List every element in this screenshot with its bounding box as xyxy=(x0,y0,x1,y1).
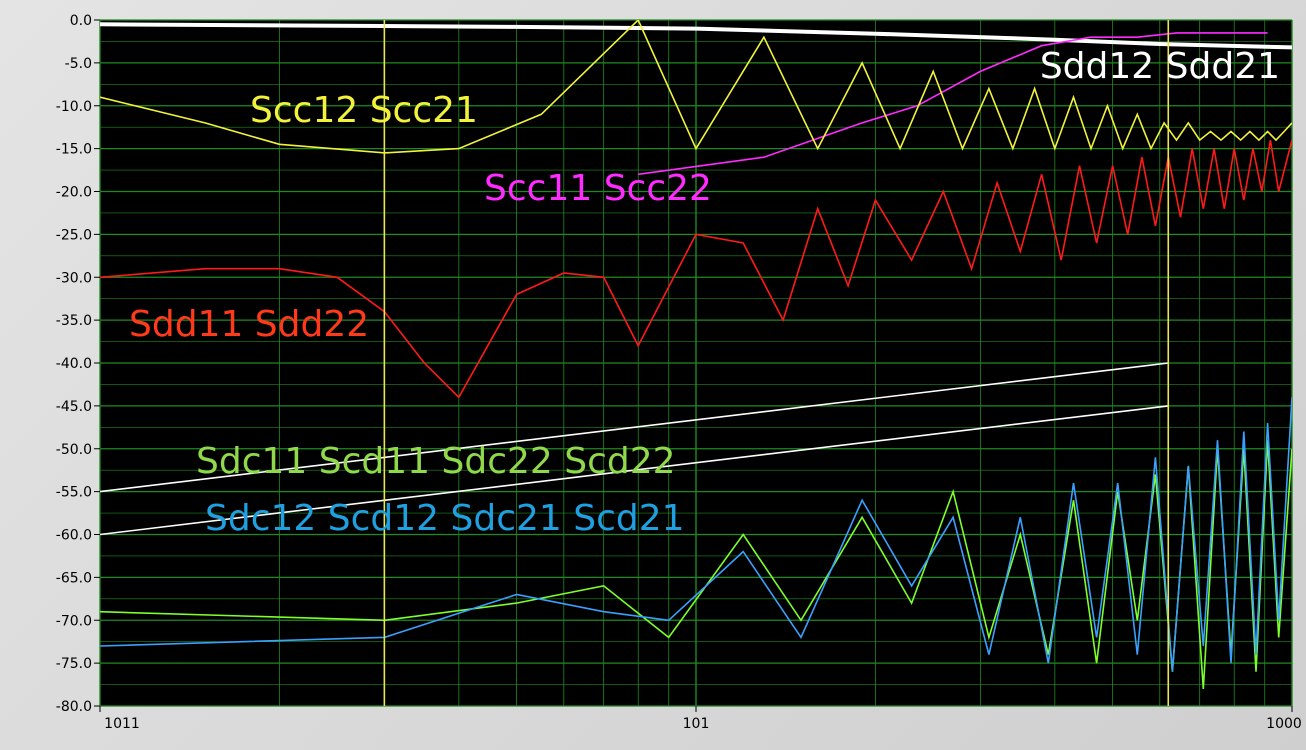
x-tick-label: 1000 xyxy=(1266,716,1302,732)
y-tick-label: -35.0 xyxy=(56,313,92,329)
annotation-sdc11-scd11-sdc22-scd22: Sdc11 Scd11 Sdc22 Scd22 xyxy=(196,441,676,482)
y-tick-label: -55.0 xyxy=(56,485,92,501)
y-tick-label: -50.0 xyxy=(56,442,92,458)
series-line-sdd12-sdd21 xyxy=(100,22,1292,50)
series-line-limit-upper xyxy=(100,362,1169,493)
y-tick-label: -25.0 xyxy=(56,227,92,243)
y-tick-label: -20.0 xyxy=(56,185,92,201)
series-line-scc12-scc21 xyxy=(100,20,1292,154)
y-axis: 0.0 -5.0 -10.0 -15.0 -20.0 -25.0 -30.0 -35.0 -40… xyxy=(56,13,100,715)
series-line-limit-lower xyxy=(100,405,1169,536)
annotation-sdd12-sdd21: Sdd12 Sdd21 xyxy=(1040,46,1280,87)
x-axis: 1011 101 1000 xyxy=(99,706,1302,732)
y-tick-label: -70.0 xyxy=(56,613,92,629)
annotation-sdc12-scd12-sdc21-scd21: Sdc12 Scd12 Sdc21 Scd21 xyxy=(205,498,685,539)
series-line-scc11-scc22 xyxy=(638,32,1268,176)
x-tick-label: 1011 xyxy=(104,716,140,732)
annotation-scc12-scc21: Scc12 Scc21 xyxy=(250,90,478,131)
annotation-scc11-scc22: Scc11 Scc22 xyxy=(484,168,712,209)
y-tick-label: -5.0 xyxy=(65,56,92,72)
y-tick-label: -15.0 xyxy=(56,142,92,158)
cursor-group xyxy=(383,20,1170,706)
y-tick-label: -65.0 xyxy=(56,570,92,586)
y-tick-label: -80.0 xyxy=(56,699,92,715)
series-group xyxy=(100,20,1292,689)
y-tick-label: -45.0 xyxy=(56,399,92,415)
y-tick-label: -10.0 xyxy=(56,99,92,115)
annotation-group: Sdd12 Sdd21 Scc12 Scc21 Scc11 Scc22 Sdd1… xyxy=(129,46,1280,539)
y-tick-label: -60.0 xyxy=(56,528,92,544)
y-tick-label: -75.0 xyxy=(56,656,92,672)
series-line-sdc12-scd12-sdc21-scd21 xyxy=(100,397,1292,672)
x-tick-label: 101 xyxy=(683,716,710,732)
y-tick-label: -40.0 xyxy=(56,356,92,372)
series-line-sdd11-sdd22 xyxy=(100,139,1292,399)
y-tick-label: -30.0 xyxy=(56,270,92,286)
annotation-sdd11-sdd22: Sdd11 Sdd22 xyxy=(129,304,369,345)
y-tick-label: 0.0 xyxy=(70,13,92,29)
